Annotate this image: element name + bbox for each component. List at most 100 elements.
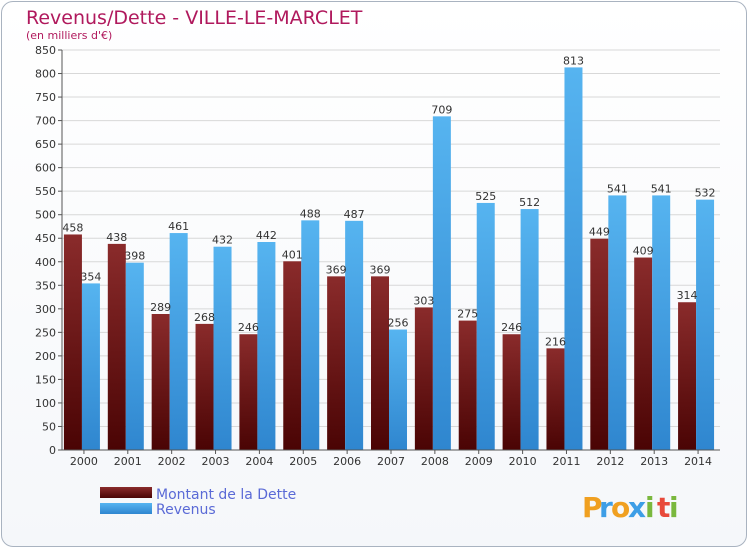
legend-swatch-revenus — [100, 503, 152, 514]
y-tick-label: 650 — [35, 138, 56, 151]
data-label: 487 — [344, 208, 365, 221]
logo-letter: i — [669, 491, 679, 524]
y-tick-label: 400 — [35, 256, 56, 269]
data-label: 398 — [124, 250, 145, 263]
data-label: 246 — [238, 321, 259, 334]
bar-revenus — [345, 220, 364, 450]
x-tick-label: 2005 — [289, 455, 317, 468]
x-tick-label: 2004 — [245, 455, 273, 468]
data-label: 369 — [326, 263, 347, 276]
y-tick-label: 600 — [35, 162, 56, 175]
y-tick-label: 350 — [35, 279, 56, 292]
logo-letter: t — [657, 491, 670, 524]
bar-dette — [678, 302, 697, 450]
logo-letter: o — [611, 491, 630, 524]
y-tick-label: 150 — [35, 373, 56, 386]
bar-dette — [546, 348, 565, 450]
bar-revenus — [213, 246, 232, 450]
data-label: 442 — [256, 229, 277, 242]
x-tick-label: 2009 — [465, 455, 493, 468]
bars — [63, 67, 715, 451]
y-tick-label: 450 — [35, 232, 56, 245]
x-tick-label: 2008 — [421, 455, 449, 468]
data-label: 268 — [194, 311, 215, 324]
logo-letter: x — [628, 491, 646, 524]
x-tick-label: 2001 — [114, 455, 142, 468]
data-label: 541 — [651, 182, 672, 195]
data-label: 409 — [633, 245, 654, 258]
data-label: 401 — [282, 248, 303, 261]
data-labels: 458 354 438 398 289 461 268 432 246 442 401 488 369 4… — [62, 54, 715, 348]
bar-dette — [107, 243, 126, 450]
y-tick-label: 100 — [35, 397, 56, 410]
x-tick-label: 2003 — [202, 455, 230, 468]
y-axis: 0 50 100 150 200 250 300 350 400 450 500 550 600 650 7… — [35, 44, 63, 457]
data-label: 813 — [563, 54, 584, 67]
legend-label-revenus: Revenus — [156, 502, 216, 518]
bar-dette — [63, 234, 82, 450]
data-label: 369 — [370, 263, 391, 276]
data-label: 256 — [388, 317, 409, 330]
y-tick-label: 700 — [35, 115, 56, 128]
bar-dette — [195, 323, 214, 450]
data-label: 532 — [695, 187, 716, 200]
bar-dette — [283, 261, 302, 450]
bar-dette — [502, 334, 521, 450]
bar-revenus — [476, 202, 495, 450]
legend: Montant de la Dette Revenus — [100, 487, 296, 518]
x-tick-label: 2011 — [552, 455, 580, 468]
y-tick-label: 50 — [42, 420, 56, 433]
bar-revenus — [301, 220, 320, 450]
y-tick-label: 500 — [35, 209, 56, 222]
data-label: 216 — [545, 335, 566, 348]
bar-dette — [414, 307, 433, 450]
logo-letter: i — [645, 491, 655, 524]
x-axis: 2000 2001 2002 2003 2004 2005 2006 2007 2008 2009… — [62, 449, 720, 468]
data-label: 314 — [677, 289, 698, 302]
bar-revenus — [125, 262, 144, 450]
data-label: 354 — [80, 270, 101, 283]
data-label: 458 — [62, 221, 83, 234]
y-tick-label: 850 — [35, 44, 56, 57]
bar-dette — [458, 320, 477, 450]
bar-revenus — [169, 233, 188, 450]
y-tick-label: 800 — [35, 68, 56, 81]
bar-revenus — [564, 67, 583, 450]
y-tick-label: 0 — [49, 444, 56, 457]
bar-dette — [239, 334, 258, 450]
logo-letter: r — [599, 491, 613, 524]
bar-revenus — [652, 195, 671, 450]
y-tick-label: 550 — [35, 185, 56, 198]
data-label: 525 — [475, 190, 496, 203]
data-label: 461 — [168, 220, 189, 233]
logo-letter: P — [582, 491, 603, 524]
y-tick-label: 200 — [35, 350, 56, 363]
x-tick-label: 2012 — [596, 455, 624, 468]
x-tick-label: 2002 — [158, 455, 186, 468]
data-label: 432 — [212, 234, 233, 247]
data-label: 303 — [413, 294, 434, 307]
bar-revenus — [81, 283, 100, 450]
bar-revenus — [389, 329, 407, 450]
legend-swatch-debt — [100, 487, 152, 498]
data-label: 275 — [457, 308, 478, 321]
bar-dette — [634, 257, 653, 450]
bar-revenus — [257, 242, 276, 450]
data-label: 246 — [501, 321, 522, 334]
legend-label-debt: Montant de la Dette — [156, 487, 296, 503]
x-tick-label: 2013 — [640, 455, 668, 468]
x-tick-label: 2014 — [684, 455, 712, 468]
data-label: 289 — [150, 301, 171, 314]
y-tick-label: 300 — [35, 303, 56, 316]
data-label: 709 — [431, 103, 452, 116]
x-tick-label: 2000 — [70, 455, 98, 468]
data-label: 449 — [589, 226, 610, 239]
bar-dette — [327, 276, 346, 450]
data-label: 512 — [519, 196, 540, 209]
x-tick-label: 2010 — [509, 455, 537, 468]
chart-title: Revenus/Dette - VILLE-LE-MARCLET — [26, 7, 363, 29]
chart-subtitle: (en milliers d'€) — [26, 29, 112, 42]
bar-revenus — [696, 199, 715, 450]
